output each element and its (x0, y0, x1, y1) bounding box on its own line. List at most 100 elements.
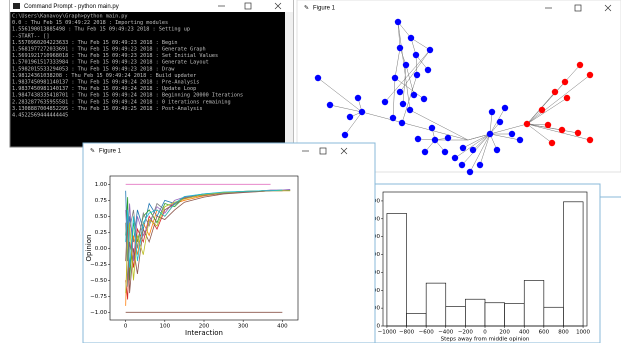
edge (526, 123, 553, 144)
close[interactable] (604, 4, 612, 12)
console-line: 1.556190013885498 : Thu Feb 15 09:49:23 … (12, 27, 190, 33)
node (424, 66, 432, 74)
node (402, 61, 410, 69)
node (538, 106, 546, 114)
series-line (125, 189, 283, 268)
node (407, 34, 415, 42)
node (548, 139, 556, 147)
node (493, 146, 501, 154)
node (326, 101, 334, 109)
node (551, 88, 559, 96)
bar (445, 306, 466, 327)
edge (472, 133, 491, 151)
y-tick-label: 0 (377, 324, 381, 330)
x-tick-label: 300 (238, 324, 249, 330)
node (558, 126, 566, 134)
node (412, 51, 420, 59)
maximize[interactable] (244, 2, 252, 10)
x-tick-label: −800 (399, 330, 415, 336)
node (414, 135, 422, 143)
edge (415, 54, 429, 71)
x-tick-label: 1000 (576, 330, 590, 336)
y-tick-label: 1.00 (95, 182, 108, 188)
node (381, 98, 389, 106)
x-tick-label: 800 (558, 330, 569, 336)
node (458, 161, 466, 169)
edge (392, 77, 396, 119)
node (496, 118, 504, 126)
console-line: --START-- [] (12, 33, 49, 39)
node (406, 106, 414, 114)
x-tick-label: 0 (124, 324, 128, 330)
bar (406, 313, 427, 327)
x-tick-label: 200 (199, 324, 210, 330)
node (394, 18, 402, 26)
console-line: 1.5982015533294053 : Thu Feb 15 09:49:23… (12, 66, 175, 72)
edge (344, 111, 363, 136)
maximize[interactable] (319, 147, 327, 155)
scrollbar[interactable] (285, 12, 293, 147)
x-tick-label: −1000 (378, 330, 397, 336)
close[interactable] (274, 2, 282, 10)
node (459, 144, 467, 152)
edge (526, 109, 543, 125)
edge (397, 21, 412, 39)
line-plot: 0 100 200 300 400 1.00 0.75 0.50 0.25 0.00 −0.25 −0… (85, 175, 299, 337)
edge (394, 47, 401, 79)
y-tick-label: −1.00 (90, 310, 107, 316)
node (476, 161, 484, 169)
node (389, 114, 397, 122)
console-line: 2.2832877635955581 : Thu Feb 15 09:49:24… (12, 99, 231, 105)
window-title: Command Prompt - python main.py (24, 4, 119, 10)
node (441, 148, 449, 156)
console-line: 3.1308887004852295 : Thu Feb 15 09:49:25… (12, 106, 203, 112)
edge (469, 133, 491, 173)
y-axis-label: Opinion (85, 235, 93, 262)
edge (409, 109, 469, 141)
node (420, 95, 428, 103)
window-controls (545, 4, 612, 12)
edge (402, 64, 407, 105)
node (544, 121, 552, 129)
bar (386, 213, 407, 327)
node (563, 94, 571, 102)
edge (394, 77, 425, 100)
console-line: C:\Users\Kanavoy\Graph>python main.py (12, 14, 128, 20)
y-tick-label: 0.75 (95, 198, 108, 204)
edge (526, 97, 568, 125)
x-axis-label: Steps away from middle opinion (441, 337, 530, 343)
node (410, 91, 418, 99)
x-tick-label: 400 (277, 324, 288, 330)
edge (410, 37, 431, 51)
edge (489, 111, 493, 135)
node (346, 113, 354, 121)
bar (504, 303, 525, 327)
console-line: 1.9837450981140137 : Thu Feb 15 09:49:24… (12, 86, 196, 92)
edge (317, 77, 363, 113)
title-bar (10, 0, 293, 12)
node (586, 136, 594, 144)
maximize[interactable] (574, 4, 582, 12)
console-line: 1.5701961517333984 : Thu Feb 15 09:49:23… (12, 60, 209, 66)
node (523, 120, 531, 128)
node (391, 74, 399, 82)
console-line: 1.98124361038208 : Thu Feb 15 09:49:24 2… (12, 73, 196, 79)
node (488, 108, 496, 116)
edge (384, 49, 431, 103)
node (466, 168, 474, 176)
x-tick-label: −600 (419, 330, 435, 336)
node (501, 104, 509, 112)
close[interactable] (340, 147, 348, 155)
edge (526, 74, 591, 125)
node (486, 130, 494, 138)
y-tick-label: −0.75 (90, 294, 107, 300)
icon: ✎ (90, 148, 95, 155)
x-tick-label: 200 (499, 330, 510, 336)
node (451, 154, 459, 162)
node (341, 131, 349, 139)
node (314, 74, 322, 82)
plot-area (110, 176, 298, 320)
bar (563, 201, 584, 327)
window-title: Figure 1 (313, 6, 336, 12)
edge (454, 133, 491, 159)
